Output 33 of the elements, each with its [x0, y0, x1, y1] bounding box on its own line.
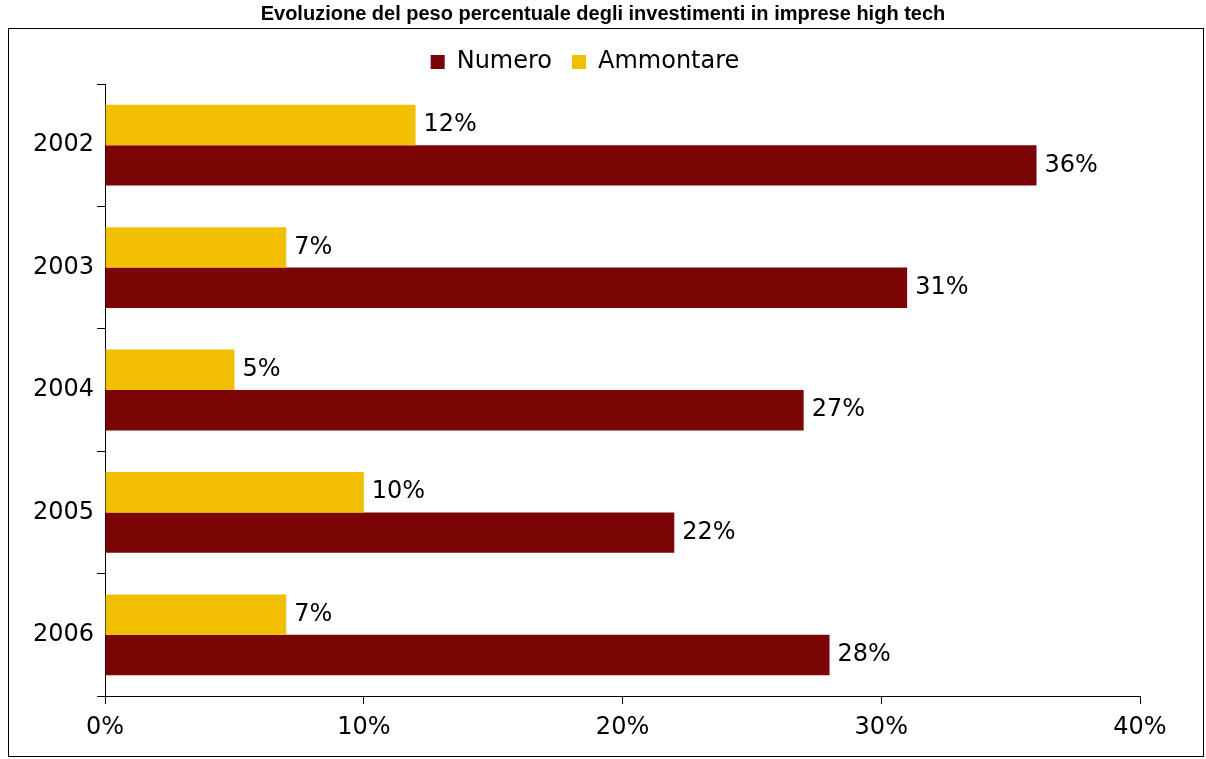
x-tick-label: 20%	[595, 712, 650, 741]
y-tick-label: 2003	[33, 251, 95, 280]
bar	[105, 472, 364, 513]
y-tick-label: 2002	[33, 129, 95, 158]
data-label: 31%	[915, 272, 969, 301]
y-tick-label: 2005	[33, 496, 95, 525]
bar	[105, 145, 1037, 186]
x-tick-label: 10%	[337, 712, 391, 741]
legend-label: Numero	[456, 46, 553, 75]
bar	[105, 390, 804, 431]
data-label: 28%	[837, 639, 891, 668]
data-label: 5%	[242, 354, 281, 383]
y-tick-label: 2006	[33, 619, 95, 648]
data-label: 27%	[811, 394, 865, 423]
bar	[105, 594, 287, 635]
bar	[105, 512, 675, 553]
bar	[105, 227, 287, 268]
bar	[105, 104, 416, 146]
data-label: 7%	[294, 231, 333, 260]
data-label: 7%	[294, 598, 333, 627]
chart-title: Evoluzione del peso percentuale degli investimenti in imprese high tech	[259, 1, 947, 26]
y-tick-label: 2004	[33, 374, 95, 403]
x-tick-label: 40%	[1113, 712, 1167, 741]
x-tick-label: 0%	[86, 712, 125, 741]
data-label: 12%	[423, 109, 477, 138]
data-label: 36%	[1044, 149, 1098, 178]
data-label: 22%	[682, 516, 736, 545]
bar	[105, 634, 830, 676]
bar	[105, 349, 235, 390]
bar	[105, 267, 908, 308]
data-label: 10%	[371, 476, 426, 505]
legend-label: Ammontare	[598, 46, 740, 75]
x-tick-label: 30%	[854, 712, 908, 741]
